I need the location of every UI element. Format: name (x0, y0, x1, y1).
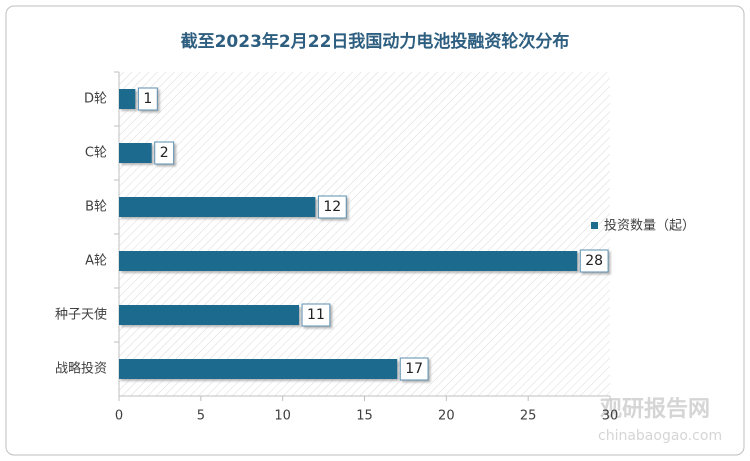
y-tick-label: D轮 (84, 92, 107, 107)
data-label-box (317, 195, 347, 219)
data-label: 28 (585, 253, 603, 269)
plot-area (119, 72, 610, 396)
bar (119, 143, 152, 163)
bar (119, 197, 316, 217)
data-label-box (137, 87, 158, 111)
x-tick-label: 15 (356, 409, 373, 424)
watermark-text: 观研报告网 (600, 397, 710, 422)
x-tick-label: 30 (602, 409, 619, 424)
data-label: 11 (307, 307, 325, 323)
data-label-box (154, 141, 175, 165)
data-label: 2 (160, 145, 169, 161)
legend-swatch (591, 222, 598, 229)
watermark-text: chinabaogao.com (598, 428, 722, 444)
x-tick-label: 0 (115, 409, 123, 424)
bar (119, 251, 578, 271)
data-label: 1 (143, 91, 152, 107)
bar (119, 89, 136, 109)
bar (119, 305, 300, 325)
data-label-box (579, 249, 609, 273)
x-tick-label: 20 (438, 409, 455, 424)
data-label: 12 (323, 199, 341, 215)
y-tick-label: 战略投资 (55, 361, 107, 377)
legend-label: 投资数量（起） (604, 218, 695, 234)
x-tick-label: 5 (197, 409, 205, 424)
data-label: 17 (405, 361, 423, 377)
y-tick-label: B轮 (85, 200, 107, 215)
chart-title: 截至2023年2月22日我国动力电池投融资轮次分布 (181, 31, 570, 52)
x-tick-label: 25 (520, 409, 537, 424)
data-label-box (301, 303, 331, 327)
bar (119, 359, 398, 379)
y-tick-label: C轮 (85, 146, 107, 161)
x-tick-label: 10 (274, 409, 291, 424)
y-tick-label: 种子天使 (55, 307, 107, 323)
y-tick-label: A轮 (85, 254, 107, 269)
data-label-box (399, 357, 429, 381)
